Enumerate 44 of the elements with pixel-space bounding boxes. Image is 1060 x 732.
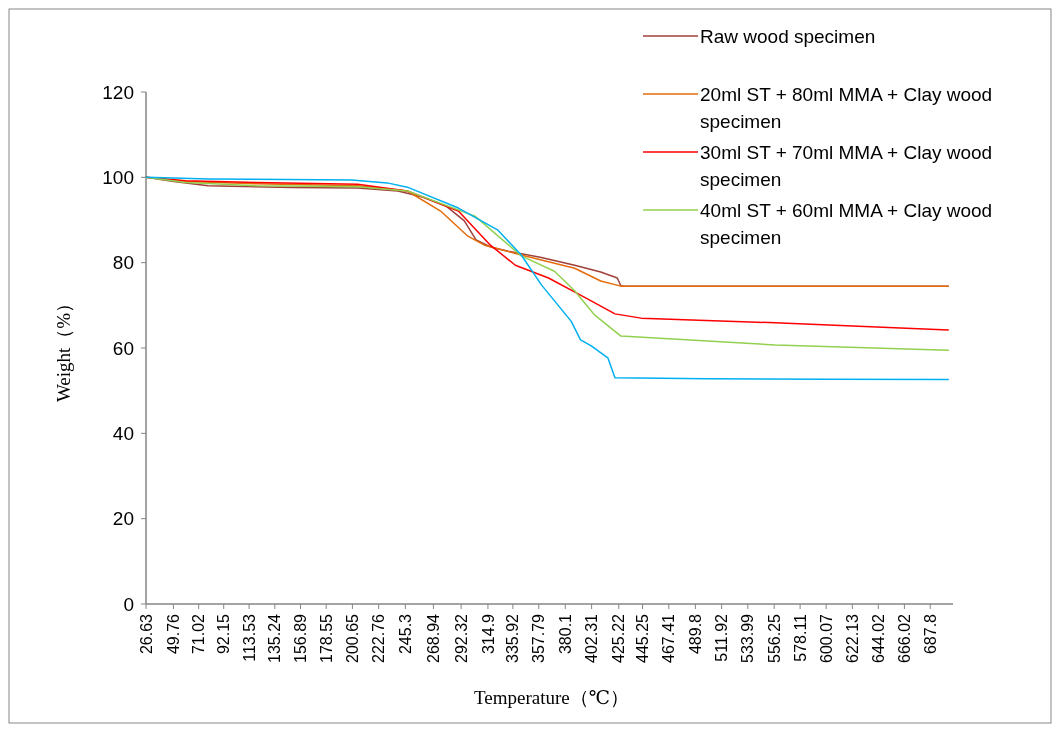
x-tick-label: 445.25 xyxy=(634,613,652,663)
x-tick-label: 380.1 xyxy=(556,613,574,655)
x-tick-label: 26.63 xyxy=(137,613,155,655)
x-tick-label: 489.8 xyxy=(686,613,704,655)
legend-label: 40ml ST + 60ml MMA + Clay wood specimen xyxy=(700,199,993,248)
x-tick-label: 156.89 xyxy=(292,613,310,663)
legend-label: Raw wood specimen xyxy=(700,25,876,47)
x-tick-label: 49.76 xyxy=(165,613,183,655)
y-tick-label: 60 xyxy=(112,337,134,359)
x-tick-label: 666.02 xyxy=(895,613,913,663)
y-tick-label: 40 xyxy=(112,422,134,444)
y-tick-label: 80 xyxy=(112,252,134,274)
x-tick-label: 71.02 xyxy=(190,613,208,655)
y-tick-label: 20 xyxy=(112,508,134,530)
x-tick-label: 467.41 xyxy=(660,613,678,663)
x-tick-label: 113.53 xyxy=(240,613,258,662)
x-tick-label: 92.15 xyxy=(215,613,233,655)
y-tick-label: 120 xyxy=(102,81,134,103)
x-tick-label: 644.02 xyxy=(869,613,887,663)
x-tick-label: 335.92 xyxy=(504,613,522,663)
x-tick-label: 556.25 xyxy=(765,613,783,663)
x-tick-label: 425.22 xyxy=(610,613,628,663)
x-tick-label: 135.24 xyxy=(266,613,284,663)
x-tick-label: 200.65 xyxy=(344,613,362,663)
x-tick-label: 600.07 xyxy=(817,613,835,663)
y-tick-label: 100 xyxy=(102,166,134,188)
x-tick-label: 511.92 xyxy=(713,613,731,662)
x-tick-label: 178.55 xyxy=(317,613,335,663)
x-tick-label: 402.31 xyxy=(583,613,601,663)
x-tick-label: 292.32 xyxy=(452,613,470,663)
x-tick-label: 222.76 xyxy=(370,613,388,663)
x-tick-label: 314.9 xyxy=(479,613,497,655)
x-tick-label: 578.11 xyxy=(791,613,809,662)
x-tick-label: 357.79 xyxy=(530,613,548,663)
x-tick-label: 245.3 xyxy=(396,613,414,655)
x-tick-label: 622.13 xyxy=(843,613,861,663)
x-tick-label: 533.99 xyxy=(739,613,757,663)
legend-label: 20ml ST + 80ml MMA + Clay wood specimen xyxy=(700,83,993,132)
y-tick-label: 0 xyxy=(123,593,134,615)
x-tick-label: 268.94 xyxy=(425,613,443,663)
x-tick-label: 687.8 xyxy=(921,613,939,655)
x-axis-title: Temperature（℃） xyxy=(474,687,629,708)
legend-label: 30ml ST + 70ml MMA + Clay wood specimen xyxy=(700,141,993,190)
y-axis-title: Weight（%） xyxy=(53,293,74,403)
